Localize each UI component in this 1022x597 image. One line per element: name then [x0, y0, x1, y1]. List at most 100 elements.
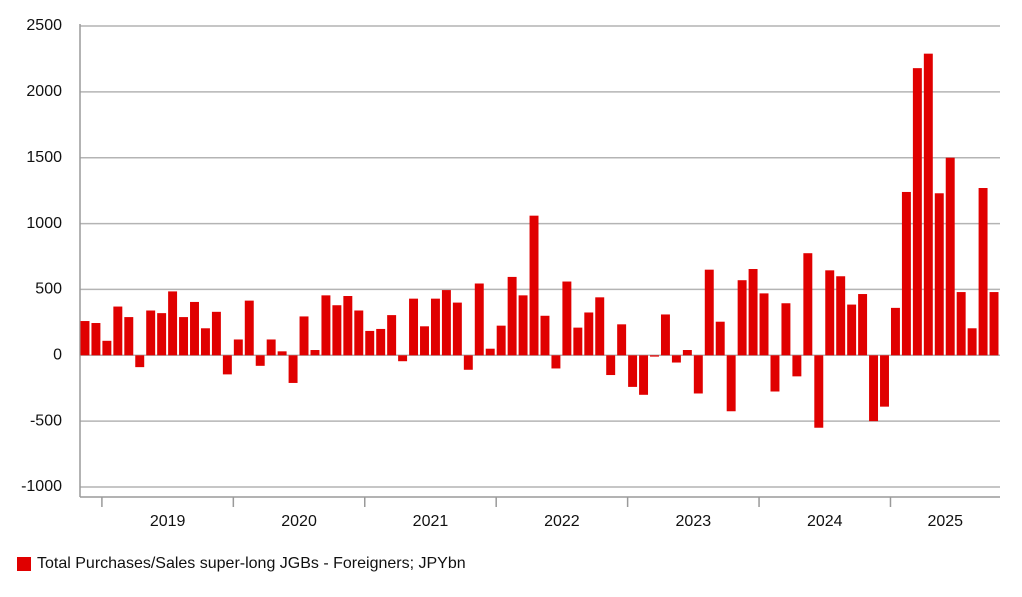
- bar: [365, 330, 375, 356]
- bar: [945, 157, 955, 356]
- bar: [288, 355, 298, 383]
- y-tick-label: 500: [35, 281, 62, 298]
- bar: [441, 290, 451, 356]
- y-tick-label: -1000: [21, 478, 62, 495]
- y-tick-label: 2500: [26, 17, 62, 34]
- bar: [91, 323, 101, 356]
- bar: [803, 253, 813, 356]
- x-group-label: 2024: [807, 513, 843, 530]
- bar: [463, 355, 473, 370]
- x-group-label: 2023: [676, 513, 712, 530]
- bar: [562, 281, 572, 356]
- legend-swatch: [17, 557, 31, 571]
- bar: [277, 351, 287, 356]
- y-tick-label: 0: [53, 347, 62, 364]
- bar: [792, 355, 802, 377]
- bar: [409, 298, 419, 356]
- y-tick-label: -500: [30, 412, 62, 429]
- bar: [671, 355, 681, 363]
- bar: [825, 270, 835, 356]
- bar: [660, 314, 670, 356]
- bar: [124, 317, 134, 356]
- bar: [726, 355, 736, 412]
- bar: [135, 355, 145, 368]
- y-tick-label: 2000: [26, 83, 62, 100]
- bar: [606, 355, 616, 376]
- bar: [858, 294, 868, 356]
- bar: [266, 339, 276, 356]
- bar: [989, 292, 999, 356]
- bar: [332, 305, 342, 356]
- y-tick-label: 1000: [26, 215, 62, 232]
- bar: [956, 292, 966, 356]
- x-group-label: 2022: [544, 513, 580, 530]
- bar: [540, 315, 550, 356]
- y-tick-label: 1500: [26, 149, 62, 166]
- bar: [233, 339, 243, 356]
- bar: [146, 310, 156, 356]
- bar: [901, 191, 911, 356]
- bar: [770, 355, 780, 392]
- bar: [880, 355, 889, 407]
- bar: [617, 324, 627, 356]
- bar: [595, 297, 605, 356]
- bar: [584, 312, 594, 356]
- bar: [912, 68, 922, 356]
- bar: [967, 328, 977, 356]
- bar: [869, 355, 879, 422]
- bar: [737, 280, 747, 356]
- bar: [211, 311, 221, 356]
- bar: [376, 328, 386, 356]
- bar: [420, 326, 429, 356]
- bar: [715, 321, 725, 356]
- bar: [244, 300, 254, 356]
- bar: [387, 315, 397, 356]
- bar: [168, 291, 178, 356]
- bar: [693, 355, 703, 394]
- bar: [113, 306, 123, 356]
- bar: [452, 302, 462, 356]
- bar: [529, 215, 539, 356]
- bar: [759, 293, 769, 356]
- bar: [650, 355, 659, 357]
- bar: [847, 304, 857, 356]
- x-group-label: 2021: [413, 513, 449, 530]
- x-group-label: 2019: [150, 513, 186, 530]
- bar: [474, 283, 484, 356]
- bar: [343, 296, 353, 356]
- bar: [748, 269, 758, 356]
- bar: [814, 355, 824, 428]
- bar: [518, 295, 528, 356]
- legend-label: Total Purchases/Sales super-long JGBs - …: [37, 555, 466, 572]
- bar: [890, 307, 900, 356]
- bar: [222, 355, 232, 375]
- bar: [934, 193, 944, 356]
- bar: [299, 316, 309, 356]
- bar: [573, 327, 583, 356]
- bar: [430, 298, 440, 356]
- bar: [398, 355, 408, 362]
- bar: [102, 340, 112, 356]
- bar: [179, 317, 189, 356]
- bar: [200, 328, 210, 356]
- bar: [157, 313, 167, 356]
- bar: [978, 188, 988, 356]
- bar: [190, 301, 199, 356]
- bar: [255, 355, 265, 366]
- x-group-label: 2025: [927, 513, 963, 530]
- bar: [485, 348, 495, 356]
- bar: [628, 355, 638, 387]
- bar: [310, 350, 320, 356]
- bar: [639, 355, 649, 395]
- bar: [836, 276, 846, 356]
- bar: [321, 295, 331, 356]
- bar: [682, 350, 692, 356]
- bar: [354, 310, 364, 356]
- bar: [496, 325, 506, 356]
- bar: [704, 269, 714, 356]
- x-group-label: 2020: [281, 513, 317, 530]
- bar: [923, 53, 933, 356]
- bar: [507, 276, 517, 356]
- bar: [80, 321, 90, 356]
